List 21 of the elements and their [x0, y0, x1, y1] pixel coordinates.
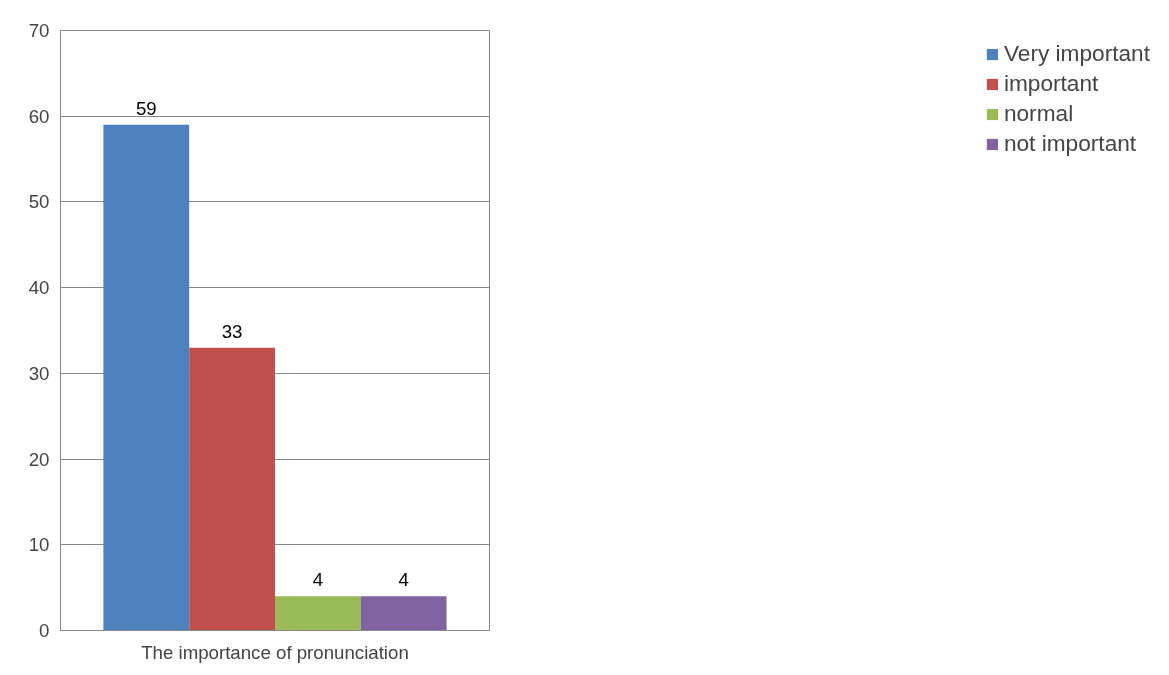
legend-label: Very important: [1003, 40, 1150, 67]
legend-label: not important: [1003, 130, 1137, 157]
bar: [360, 596, 447, 631]
y-tick-label: 30: [28, 362, 50, 384]
bar: [275, 596, 361, 631]
data-label: 4: [398, 569, 409, 591]
y-tick-label: 0: [39, 620, 50, 641]
data-label: 59: [135, 97, 157, 119]
y-tick-label: 60: [28, 105, 50, 127]
data-label: 4: [312, 569, 324, 591]
y-tick-label: 40: [28, 277, 50, 299]
data-label: 33: [221, 320, 243, 342]
bar: [189, 347, 275, 631]
y-tick-label: 20: [28, 448, 50, 470]
legend-label: important: [1003, 70, 1099, 97]
y-tick-label: 70: [28, 20, 50, 41]
y-tick-label: 10: [28, 534, 50, 556]
y-tick-label: 50: [28, 191, 50, 213]
legend-label: normal: [1003, 100, 1074, 127]
bar: [103, 124, 190, 631]
x-tick-label: The importance of pronunciation: [141, 641, 409, 663]
